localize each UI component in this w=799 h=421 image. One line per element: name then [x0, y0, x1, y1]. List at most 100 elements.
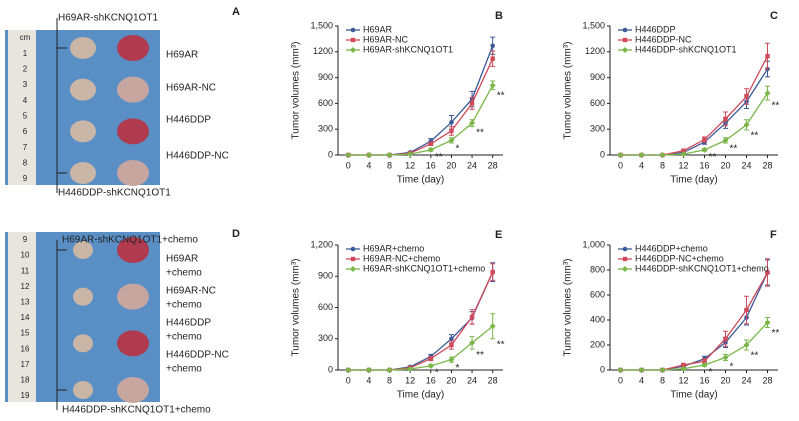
legend-label: H69AR+chemo — [363, 243, 424, 253]
x-axis-label: Time (day) — [670, 390, 717, 401]
ruler-number: 7 — [23, 143, 28, 152]
x-tick-label: 24 — [467, 375, 477, 385]
series-line — [348, 271, 494, 371]
marker — [449, 342, 454, 348]
x-tick-label: 0 — [346, 375, 351, 385]
y-tick-label: 300 — [318, 333, 333, 343]
x-tick-label: 4 — [366, 160, 371, 170]
panel-letter: D — [232, 228, 240, 240]
group-label: H446DDP-shKCNQ1OT1 — [58, 188, 171, 199]
x-tick-label: 8 — [387, 375, 392, 385]
legend-marker — [350, 47, 356, 53]
marker — [448, 356, 455, 363]
panel-letter: A — [232, 6, 240, 18]
marker — [638, 367, 645, 373]
marker — [701, 146, 708, 153]
y-tick-label: 900 — [590, 72, 605, 82]
y-axis-label: Tumor volumes (mm³) — [291, 42, 302, 140]
marker — [744, 307, 749, 313]
ruler-number: 9 — [23, 174, 28, 183]
marker — [469, 339, 476, 346]
marker — [681, 148, 686, 153]
tumor — [117, 377, 149, 403]
legend-label: H69AR-NC — [363, 34, 409, 44]
ruler-number: 14 — [21, 313, 30, 322]
marker — [449, 336, 454, 342]
tumor — [73, 241, 93, 259]
marker — [702, 359, 707, 364]
marker — [702, 137, 707, 142]
x-tick-label: 28 — [762, 160, 772, 170]
marker — [365, 367, 372, 373]
marker — [386, 367, 393, 373]
series-line — [620, 92, 769, 156]
panel-letter: B — [495, 10, 503, 22]
significance: ** — [476, 127, 484, 138]
x-tick-label: 20 — [720, 160, 730, 170]
series-line — [620, 272, 769, 371]
tumor — [70, 37, 96, 59]
y-tick-label: 0 — [600, 149, 605, 159]
marker — [365, 152, 372, 158]
legend-label: H69AR-shKCNQ1OT1+chemo — [363, 263, 485, 273]
marker — [427, 146, 434, 153]
marker — [680, 365, 687, 372]
marker — [765, 270, 770, 275]
marker — [448, 137, 455, 144]
ruler-number: 2 — [23, 64, 28, 73]
x-tick-label: 8 — [387, 160, 392, 170]
sample-label: +chemo — [166, 268, 202, 279]
significance: ** — [497, 339, 505, 350]
tumor — [117, 35, 149, 61]
x-tick-label: 16 — [699, 375, 709, 385]
significance: * — [709, 367, 713, 378]
y-tick-label: 300 — [318, 124, 333, 134]
legend-label: H69AR — [363, 24, 393, 34]
ruler-number: 12 — [21, 282, 30, 291]
marker — [743, 121, 750, 128]
marker — [744, 94, 749, 99]
significance: * — [435, 368, 439, 379]
y-tick-label: 0 — [328, 149, 333, 159]
y-tick-label: 1,000 — [582, 239, 605, 249]
marker — [489, 82, 496, 89]
legend-label: H446DDP+chemo — [635, 243, 708, 253]
y-tick-label: 900 — [318, 271, 333, 281]
sample-label: +chemo — [166, 364, 202, 375]
x-tick-label: 24 — [741, 160, 751, 170]
marker — [681, 362, 686, 368]
sample-label: H446DDP — [166, 318, 211, 329]
series-line — [620, 322, 768, 371]
x-tick-label: 0 — [618, 160, 623, 170]
group-label: H69AR-shKCNQ1OT1 — [58, 13, 158, 24]
legend-marker — [350, 246, 356, 252]
x-tick-label: 28 — [488, 160, 498, 170]
marker — [428, 356, 434, 361]
y-axis-label: Tumor volumes (mm³) — [563, 259, 574, 357]
x-tick-label: 20 — [446, 160, 456, 170]
series-line — [348, 271, 494, 371]
y-tick-label: 1,500 — [582, 20, 605, 30]
legend-marker — [350, 27, 356, 33]
legend-label: H446DDP-NC+chemo — [635, 253, 724, 263]
legend-marker — [350, 266, 356, 272]
y-tick-label: 1,200 — [310, 239, 333, 249]
marker — [617, 367, 624, 373]
ruler — [8, 232, 36, 402]
tumor — [117, 283, 149, 310]
tumor — [117, 330, 149, 357]
sample-label: H69AR — [166, 50, 198, 61]
tumor — [117, 237, 149, 263]
marker — [701, 362, 708, 368]
tumor — [73, 287, 93, 306]
ruler-number: 17 — [21, 360, 30, 369]
x-tick-label: 0 — [618, 375, 623, 385]
tumor — [73, 381, 93, 399]
sample-label: H69AR — [166, 254, 198, 265]
marker — [659, 152, 666, 158]
y-axis-label: Tumor volumes (mm³) — [291, 259, 302, 357]
y-tick-label: 900 — [318, 72, 333, 82]
tumor — [117, 160, 149, 186]
marker — [490, 43, 495, 49]
